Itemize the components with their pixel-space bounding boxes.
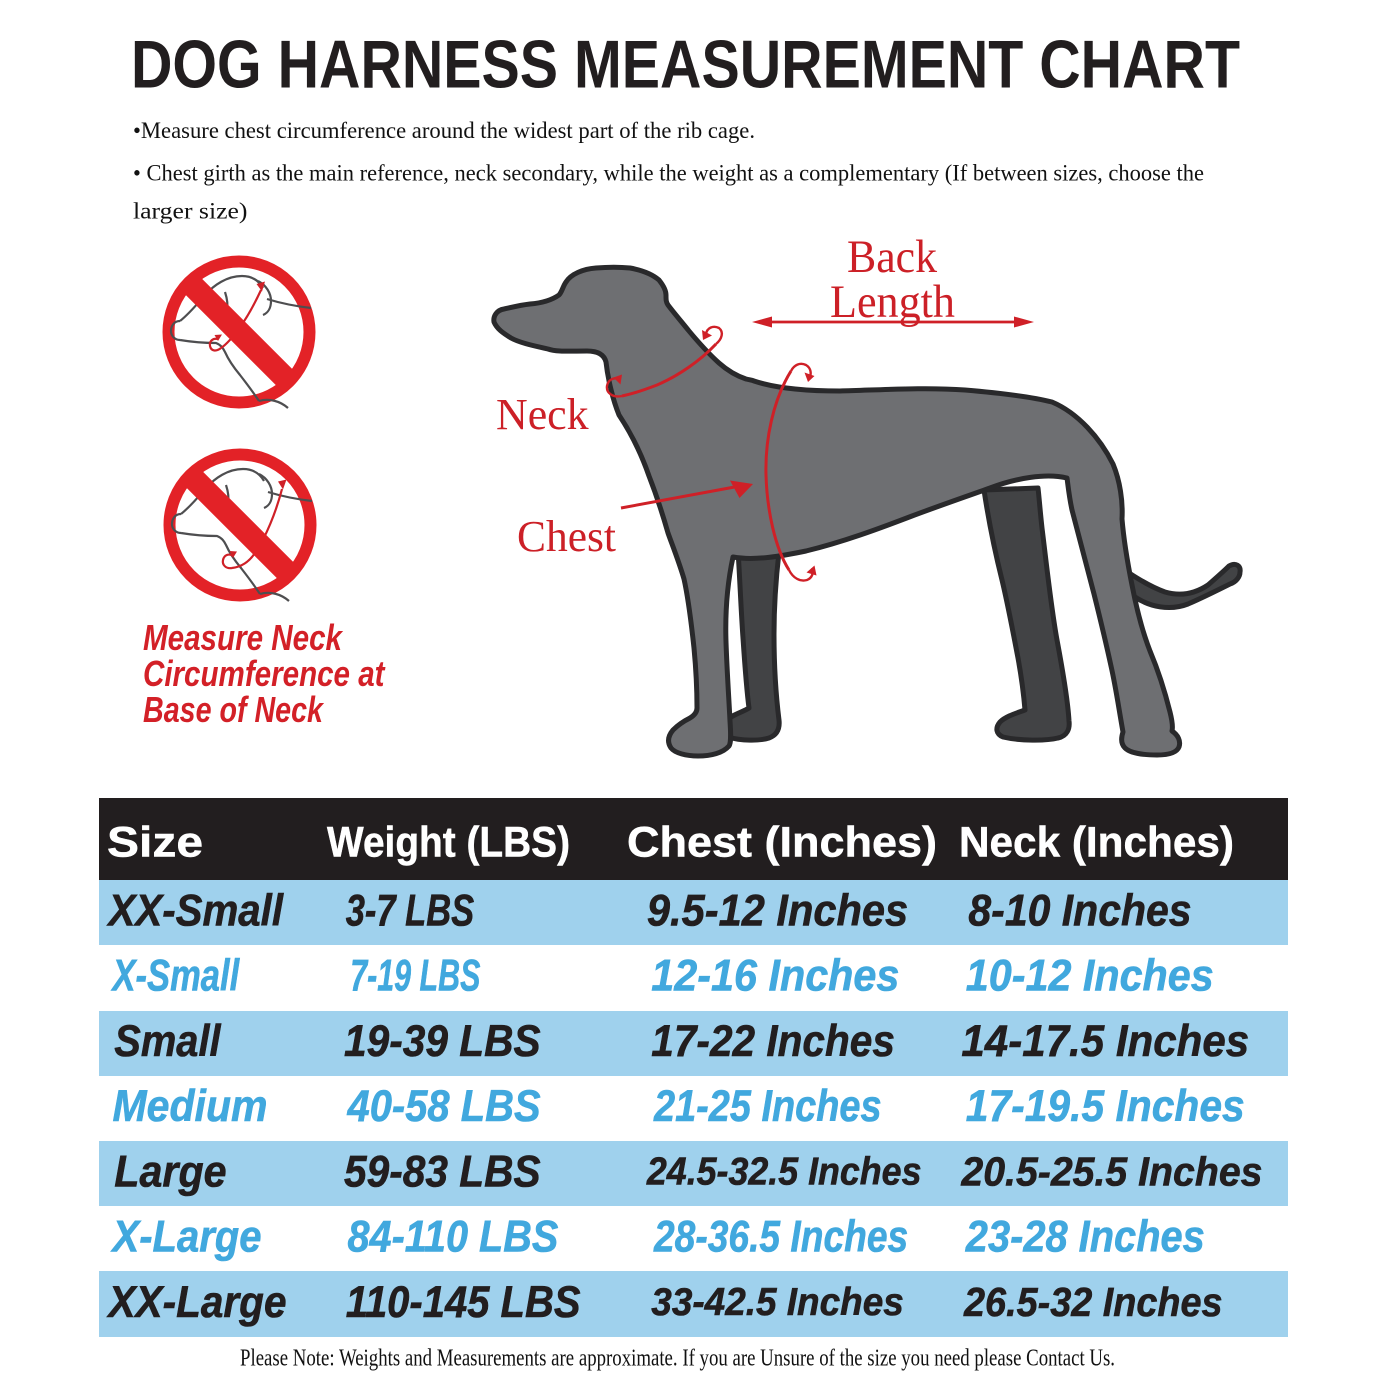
svg-text:XX-Small: XX-Small <box>106 887 285 936</box>
svg-text:28-36.5 Inches: 28-36.5 Inches <box>653 1213 908 1262</box>
svg-text:•Measure chest circumference a: •Measure chest circumference around the … <box>133 118 755 143</box>
svg-text:20.5-25.5 Inches: 20.5-25.5 Inches <box>960 1149 1262 1195</box>
svg-text:Medium: Medium <box>113 1082 268 1131</box>
svg-text:12-16 Inches: 12-16 Inches <box>651 952 899 1001</box>
svg-text:23-28 Inches: 23-28 Inches <box>965 1213 1205 1262</box>
svg-text:59-83 LBS: 59-83 LBS <box>344 1148 541 1197</box>
svg-text:17-19.5 Inches: 17-19.5 Inches <box>966 1082 1245 1131</box>
svg-text:26.5-32 Inches: 26.5-32 Inches <box>963 1279 1223 1325</box>
svg-text:10-12 Inches: 10-12 Inches <box>966 952 1214 1001</box>
svg-text:84-110 LBS: 84-110 LBS <box>348 1213 559 1262</box>
svg-text:• Chest girth as the main refe: • Chest girth as the main reference, nec… <box>133 161 1204 186</box>
svg-text:9.5-12 Inches: 9.5-12 Inches <box>647 887 908 936</box>
svg-text:7-19 LBS: 7-19 LBS <box>350 952 480 1001</box>
svg-text:Please Note: Weights and Measu: Please Note: Weights and Measurements ar… <box>240 1346 1115 1372</box>
svg-text:Circumference at: Circumference at <box>143 653 386 694</box>
svg-text:Weight (LBS): Weight (LBS) <box>327 820 570 867</box>
svg-text:33-42.5 Inches: 33-42.5 Inches <box>651 1281 904 1324</box>
svg-text:21-25 Inches: 21-25 Inches <box>653 1082 881 1131</box>
svg-text:Chest: Chest <box>517 512 616 561</box>
svg-text:8-10 Inches: 8-10 Inches <box>968 887 1191 936</box>
svg-text:Base of Neck: Base of Neck <box>143 689 325 730</box>
svg-text:Back: Back <box>847 231 937 283</box>
svg-text:14-17.5 Inches: 14-17.5 Inches <box>961 1017 1249 1066</box>
svg-text:XX-Large: XX-Large <box>106 1278 287 1327</box>
svg-text:Length: Length <box>830 276 955 328</box>
svg-text:DOG HARNESS MEASUREMENT CHART: DOG HARNESS MEASUREMENT CHART <box>131 28 1240 103</box>
svg-text:Neck: Neck <box>496 390 589 439</box>
svg-text:17-22 Inches: 17-22 Inches <box>651 1017 895 1066</box>
svg-text:3-7 LBS: 3-7 LBS <box>346 887 475 936</box>
svg-text:Small: Small <box>114 1017 222 1066</box>
svg-text:24.5-32.5 Inches: 24.5-32.5 Inches <box>646 1151 922 1194</box>
svg-text:Size: Size <box>107 820 203 867</box>
svg-text:X-Large: X-Large <box>110 1213 262 1262</box>
svg-text:110-145 LBS: 110-145 LBS <box>346 1278 581 1327</box>
svg-text:40-58 LBS: 40-58 LBS <box>347 1082 541 1131</box>
svg-text:Large: Large <box>114 1148 226 1197</box>
svg-text:Neck (Inches): Neck (Inches) <box>959 820 1234 867</box>
svg-text:X-Small: X-Small <box>110 952 240 1001</box>
svg-text:19-39 LBS: 19-39 LBS <box>344 1017 541 1066</box>
svg-text:larger size): larger size) <box>133 199 248 224</box>
svg-text:Measure Neck: Measure Neck <box>143 617 344 658</box>
svg-text:Chest (Inches): Chest (Inches) <box>627 820 937 867</box>
